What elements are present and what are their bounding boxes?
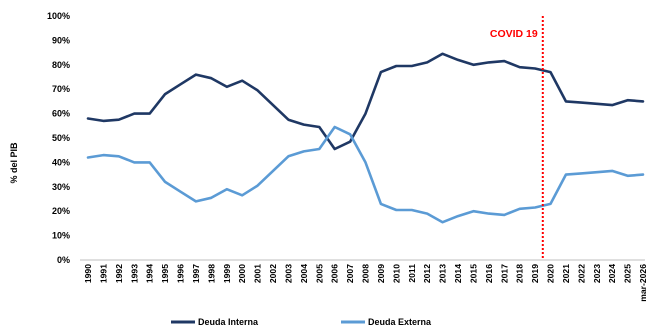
x-tick-label: 2006 bbox=[330, 264, 340, 283]
x-tick-label: 2002 bbox=[268, 264, 278, 283]
x-tick-label: 2004 bbox=[299, 264, 309, 283]
y-tick-label: 20% bbox=[52, 206, 70, 216]
x-tick-label: 2010 bbox=[391, 264, 401, 283]
x-tick-label: 2012 bbox=[422, 264, 432, 283]
y-tick-label: 80% bbox=[52, 60, 70, 70]
x-tick-label: 2025 bbox=[623, 264, 633, 283]
x-tick-label: 2011 bbox=[407, 264, 417, 283]
x-tick-label: 1993 bbox=[129, 264, 139, 283]
y-axis-ticks: 0% 10% 20% 30% 40% 50% 60% 70% 80% 90% 100% bbox=[47, 11, 70, 265]
x-tick-label: 2024 bbox=[607, 264, 617, 283]
x-tick-label: 2014 bbox=[453, 264, 463, 283]
x-tick-label: 1999 bbox=[222, 264, 232, 283]
y-tick-label: 30% bbox=[52, 182, 70, 192]
covid-label: COVID 19 bbox=[490, 28, 538, 40]
x-tick-label: mar-2026 bbox=[638, 264, 648, 302]
x-tick-label: 1997 bbox=[191, 264, 201, 283]
x-tick-label: 2009 bbox=[376, 264, 386, 283]
x-axis-ticks: 1990 1991 1992 1993 1994 1995 1996 1997 1998 1999… bbox=[83, 264, 648, 302]
x-tick-label: 2021 bbox=[561, 264, 571, 283]
y-tick-label: 70% bbox=[52, 84, 70, 94]
y-tick-label: 90% bbox=[52, 35, 70, 45]
x-tick-label: 2003 bbox=[283, 264, 293, 283]
covid-annotation: COVID 19 bbox=[490, 16, 544, 260]
x-tick-label: 2007 bbox=[345, 264, 355, 283]
series-line-deuda-externa bbox=[86, 125, 645, 224]
y-tick-label: 0% bbox=[57, 255, 70, 265]
x-tick-label: 2018 bbox=[515, 264, 525, 283]
series-lines bbox=[86, 52, 645, 224]
x-tick-label: 1992 bbox=[114, 264, 124, 283]
x-tick-label: 1994 bbox=[145, 264, 155, 283]
legend-label: Deuda Externa bbox=[368, 317, 432, 327]
x-tick-label: 2013 bbox=[438, 264, 448, 283]
x-tick-label: 2022 bbox=[576, 264, 586, 283]
x-tick-label: 2023 bbox=[592, 264, 602, 283]
x-tick-label: 1995 bbox=[160, 264, 170, 283]
x-tick-label: 1990 bbox=[83, 264, 93, 283]
x-tick-label: 2020 bbox=[546, 264, 556, 283]
x-tick-label: 2005 bbox=[314, 264, 324, 283]
x-tick-label: 1998 bbox=[206, 264, 216, 283]
legend: Deuda Interna Deuda Externa bbox=[171, 317, 432, 327]
x-tick-label: 2015 bbox=[468, 264, 478, 283]
x-tick-label: 1996 bbox=[176, 264, 186, 283]
y-tick-label: 50% bbox=[52, 133, 70, 143]
y-tick-label: 40% bbox=[52, 157, 70, 167]
x-tick-label: 2001 bbox=[253, 264, 263, 283]
x-tick-label: 2008 bbox=[361, 264, 371, 283]
x-tick-label: 2000 bbox=[237, 264, 247, 283]
series-line-deuda-interna bbox=[86, 52, 645, 151]
y-tick-label: 100% bbox=[47, 11, 70, 21]
x-tick-label: 2017 bbox=[499, 264, 509, 283]
legend-label: Deuda Interna bbox=[198, 317, 259, 327]
x-tick-label: 1991 bbox=[98, 264, 108, 283]
y-tick-label: 60% bbox=[52, 109, 70, 119]
x-tick-label: 2016 bbox=[484, 264, 494, 283]
y-tick-label: 10% bbox=[52, 231, 70, 241]
y-axis-title: % del PIB bbox=[9, 142, 19, 184]
x-tick-label: 2019 bbox=[530, 264, 540, 283]
